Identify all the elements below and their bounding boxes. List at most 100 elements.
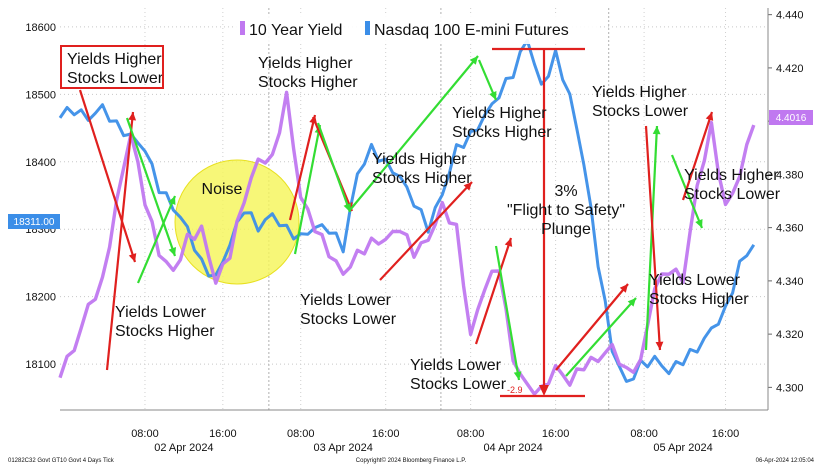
legend-box [233,14,597,44]
arrow-red-7-head [619,284,628,293]
series-line-yield [58,90,756,396]
annotation-9-line-1: Stocks Lower [592,103,689,120]
annotation-2-line-0: Noise [202,181,243,198]
arrow-green-5 [349,55,479,211]
annotation-10-line-1: Stocks Higher [649,291,749,308]
annotation-0-line-0: Yields Higher [67,51,162,68]
bracket-head [539,385,549,396]
legend-swatch-0 [240,21,245,35]
annotation-8-line-1: "Flight to Safety" [507,202,625,219]
x-tick-2: 08:00 [287,428,315,440]
arrow-red-5-head [463,182,472,191]
annotation-6-line-0: Yields Higher [372,151,467,168]
annotation-10-line-0: Yields Lower [649,272,741,289]
arrow-red-2-head [128,112,137,121]
annotation-4-line-1: Stocks Higher [452,124,552,141]
x-date-3: 05 Apr 2024 [653,442,712,454]
x-date-1: 03 Apr 2024 [314,442,373,454]
arrow-green-5-head [469,56,478,65]
y-right-tick-1: 4.420 [776,63,804,75]
annotation-1-line-0: Yields Lower [115,304,207,321]
y-right-tick-5: 4.340 [776,276,804,288]
left-value-text: 18311.00 [14,217,55,228]
annotation-4-line-0: Yields Higher [452,105,547,122]
series-lines [58,38,756,396]
arrow-red-5 [379,181,473,281]
right-value-badge [769,110,813,125]
arrow-green-4-head [343,203,351,212]
arrow-red-9 [681,111,714,201]
annotation-6-line-1: Stocks Higher [372,170,472,187]
arrow-green-9-head [652,126,661,135]
x-tick-0: 08:00 [131,428,159,440]
y-right-tick-0: 4.440 [776,10,804,22]
y-left-tick-2: 18400 [25,157,56,169]
y-right-tick-3: 4.380 [776,169,804,181]
footer-right: 06-Apr-2024 12:05:04 [756,458,815,464]
annotation-7-line-0: Yields Lower [410,357,502,374]
arrow-green-6-head [489,91,497,100]
x-tick-3: 16:00 [372,428,400,440]
y-right-tick-7: 4.300 [776,382,804,394]
arrow-red-7 [555,283,629,371]
arrow-green-1 [125,117,177,257]
y-right-tick-4: 4.360 [776,223,804,235]
arrow-red-2 [105,111,135,371]
arrow-red-1-head [128,253,137,262]
arrow-green-3 [293,124,322,255]
x-tick-1: 16:00 [209,428,237,440]
x-tick-7: 16:00 [712,428,740,440]
footer: 01282C32 Govt GT10 Govt 4 Days Tick Copyr… [8,457,815,464]
legend-label-1: Nasdaq 100 E-mini Futures [374,22,569,39]
y-left-tick-0: 18600 [25,22,56,34]
legend-swatch-1 [365,21,370,35]
annotation-8-line-2: Plunge [541,221,591,238]
x-tick-4: 08:00 [457,428,485,440]
arrow-green-10 [670,154,704,229]
left-value-badge [8,214,60,229]
legend: 10 Year Yield Nasdaq 100 E-mini Futures [233,14,597,44]
y-left-tick-1: 18500 [25,89,56,101]
footer-left: 01282C32 Govt GT10 Govt 4 Days Tick [8,458,115,464]
annotation-3-line-0: Yields Higher [258,55,353,72]
plot-area [60,8,768,410]
arrow-red-8-head [655,341,664,350]
arrow-green-8-head [627,298,636,307]
annotation-11-line-0: Yields Higher [684,167,779,184]
annotations: Yields Higher Stocks Lower Yields Lower Sto… [60,45,781,393]
arrow-green-2-head [168,196,176,205]
x-date-0: 02 Apr 2024 [154,442,213,454]
annotation-0-line-1: Stocks Lower [67,70,164,87]
trend-arrows: -2.9 [78,47,714,398]
drawdown-label: -2.9 [507,385,523,395]
y-left-tick-5: 18100 [25,359,56,371]
arrow-green-7 [494,245,521,381]
arrow-red-6 [474,237,513,345]
arrow-red-3 [288,114,317,221]
annotation-0-box [60,45,164,89]
arrow-green-9 [644,125,659,351]
y-right-tick-6: 4.320 [776,329,804,341]
y-left-tick-4: 18200 [25,292,56,304]
annotation-5-line-1: Stocks Lower [300,311,397,328]
footer-center: Copyright© 2024 Bloomberg Finance L.P. [356,457,467,464]
arrow-green-2 [136,195,177,284]
annotation-9-line-0: Yields Higher [592,84,687,101]
annotation-3-line-1: Stocks Higher [258,74,358,91]
legend-label-0: 10 Year Yield [249,22,342,39]
annotation-11-line-1: Stocks Lower [684,186,781,203]
x-tick-6: 08:00 [630,428,658,440]
arrow-red-8 [644,125,662,351]
arrow-green-4 [316,122,352,213]
annotation-5-line-0: Yields Lower [300,292,392,309]
arrow-green-7-head [513,371,522,380]
arrow-green-8 [565,297,637,377]
x-tick-5: 16:00 [542,428,570,440]
arrow-green-10-head [695,219,703,228]
annotation-7-line-1: Stocks Lower [410,376,507,393]
arrow-red-6-head [504,238,513,247]
right-value-text: 4.4016 [776,113,807,124]
arrow-red-9-head [705,112,714,121]
x-date-2: 04 Apr 2024 [483,442,542,454]
